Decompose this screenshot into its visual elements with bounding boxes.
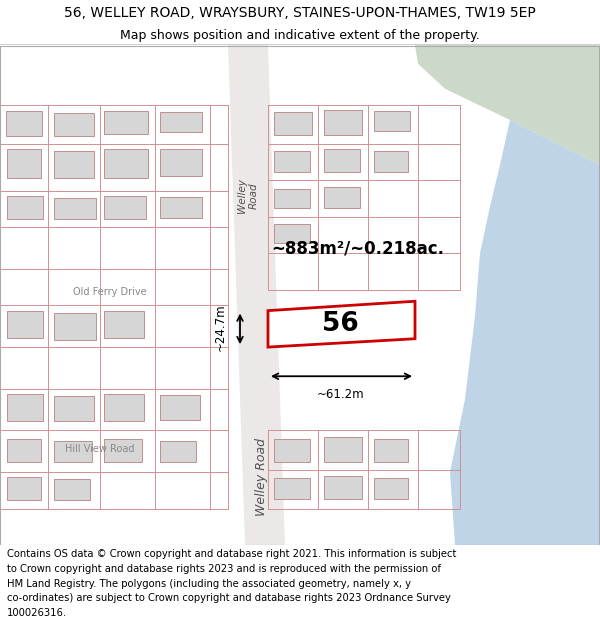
Polygon shape [268,301,415,347]
Text: Contains OS data © Crown copyright and database right 2021. This information is : Contains OS data © Crown copyright and d… [7,549,457,559]
Polygon shape [450,120,600,545]
Text: ~883m²/~0.218ac.: ~883m²/~0.218ac. [271,239,445,257]
Bar [54,151,94,178]
Bar [104,111,148,134]
Bar [324,437,362,462]
Text: ~61.2m: ~61.2m [317,389,365,401]
Bar [374,478,408,499]
Bar [160,197,202,218]
Bar [160,395,200,420]
Bar [104,311,144,338]
Bar [160,149,202,176]
Bar [274,224,310,243]
Text: co-ordinates) are subject to Crown copyright and database rights 2023 Ordnance S: co-ordinates) are subject to Crown copyr… [7,593,451,603]
Text: 56: 56 [322,311,358,337]
Text: Welley
Road: Welley Road [237,179,259,214]
Bar [54,396,94,421]
Text: Map shows position and indicative extent of the property.: Map shows position and indicative extent… [120,29,480,42]
Bar [274,478,310,499]
Bar [374,111,410,131]
Bar [104,394,144,421]
Bar [7,439,41,462]
Bar [104,439,142,462]
Bar [374,151,408,172]
Polygon shape [228,45,285,545]
Text: HM Land Registry. The polygons (including the associated geometry, namely x, y: HM Land Registry. The polygons (includin… [7,579,411,589]
Bar [324,476,362,499]
Bar [104,196,146,219]
Polygon shape [415,45,600,165]
Bar [324,149,360,172]
Bar [274,439,310,462]
Bar [54,312,96,340]
Bar [324,109,362,134]
Bar [274,151,310,172]
Text: Hill View Road: Hill View Road [65,444,135,454]
Bar [160,112,202,132]
Text: 100026316.: 100026316. [7,608,67,618]
Bar [7,149,41,178]
Bar [7,311,43,338]
Bar [7,478,41,500]
Bar [160,441,196,462]
Text: ~24.7m: ~24.7m [214,304,227,351]
Bar [54,198,96,219]
Bar [54,112,94,136]
Text: Old Ferry Drive: Old Ferry Drive [73,287,147,297]
Text: 56, WELLEY ROAD, WRAYSBURY, STAINES-UPON-THAMES, TW19 5EP: 56, WELLEY ROAD, WRAYSBURY, STAINES-UPON… [64,6,536,19]
Bar [7,196,43,219]
Text: to Crown copyright and database rights 2023 and is reproduced with the permissio: to Crown copyright and database rights 2… [7,564,441,574]
Bar [104,149,148,178]
Bar [274,112,312,134]
Bar [274,189,310,208]
Text: Welley Road: Welley Road [256,438,269,516]
Bar [7,394,43,421]
Bar [324,187,360,208]
Bar [54,479,90,500]
Bar [54,441,92,462]
Bar [6,111,42,136]
Bar [374,439,408,462]
